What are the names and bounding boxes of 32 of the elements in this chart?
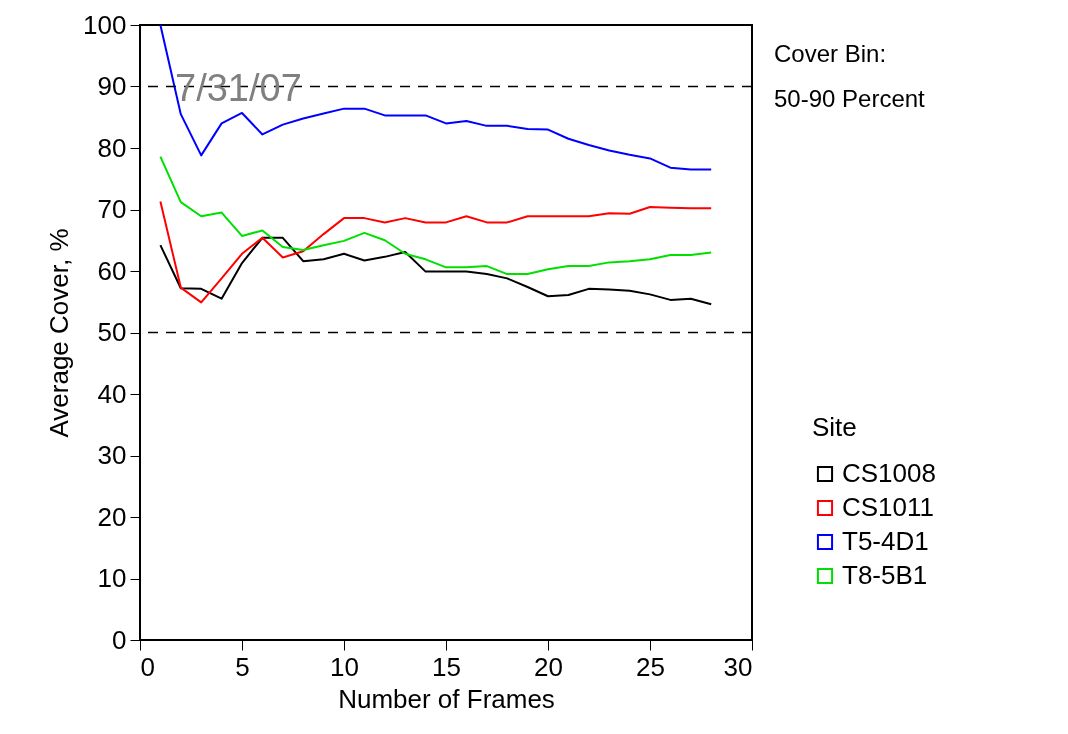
y-tick-label: 90	[97, 71, 127, 101]
y-tick-label: 60	[97, 255, 127, 286]
x-tick-label: 30	[723, 651, 753, 682]
y-tick-label: 70	[97, 194, 127, 224]
x-tick-label: 0	[140, 651, 155, 682]
line-series	[159, 236, 713, 306]
y-tick-label: 0	[112, 624, 127, 655]
legend-label: T8-5B1	[842, 560, 928, 590]
line-series	[159, 24, 713, 171]
y-axis-title: Average Cover, %	[44, 228, 75, 438]
legend-label: T5-4D1	[842, 526, 929, 556]
x-tick-label: 15	[432, 651, 461, 682]
legend-label: CS1011	[842, 492, 935, 522]
x-tick-label: 10	[330, 651, 359, 682]
legend-label: CS1008	[842, 458, 936, 488]
x-tick-label: 5	[235, 651, 250, 682]
text: Cover Bin:	[774, 40, 887, 67]
y-tick-label: 10	[97, 563, 127, 593]
y-tick-label: 50	[97, 317, 127, 347]
y-tick-label: 80	[97, 132, 127, 163]
x-tick-label: 20	[534, 651, 563, 682]
y-tick-label: 40	[97, 378, 127, 409]
line-series	[159, 155, 713, 276]
text: 50-90 Percent	[774, 85, 926, 112]
x-axis-title: Number of Frames	[338, 683, 555, 714]
annotation: 7/31/07	[175, 67, 302, 109]
x-tick-label: 25	[636, 651, 665, 682]
y-tick-label: 30	[97, 440, 127, 470]
y-tick-label: 20	[97, 501, 127, 532]
legend-title: Site	[812, 412, 857, 442]
line-series	[159, 200, 713, 304]
y-tick-label: 100	[83, 9, 127, 40]
